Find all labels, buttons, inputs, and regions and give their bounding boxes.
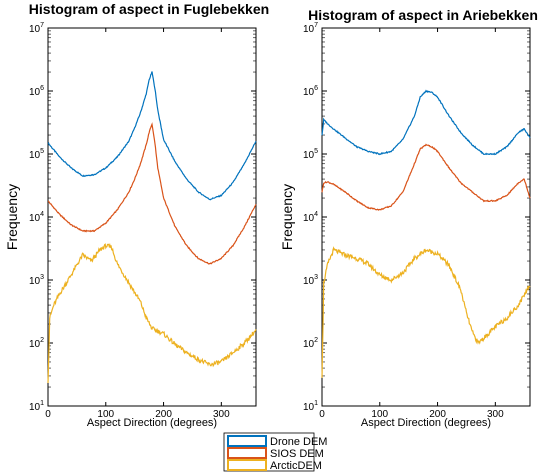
series-lines — [47, 71, 257, 384]
y-tick-label: 103 — [303, 274, 318, 287]
legend: Drone DEM SIOS DEM ArcticDEM — [223, 432, 327, 472]
legend-box — [223, 432, 315, 472]
legend-item-drone: Drone DEM — [227, 435, 327, 448]
series-line-sios-dem — [48, 122, 257, 265]
legend-item-sios: SIOS DEM — [227, 447, 324, 460]
chart-title: Histogram of aspect in Fuglebekken — [29, 1, 269, 17]
legend-label: SIOS DEM — [270, 448, 324, 460]
x-tick-label: 100 — [97, 409, 114, 420]
panel-ariebekken: Histogram of aspect in Ariebekken 0 100 20… — [279, 7, 538, 429]
axis-ticks: 0 100 200 300 101 102 103 104 105 106 107 — [303, 22, 530, 420]
series-line-arcticdem — [47, 242, 257, 384]
y-axis-label: Frequency — [279, 184, 295, 250]
plot-area — [47, 27, 257, 407]
x-tick-label: 0 — [319, 409, 325, 420]
x-axis-label: Aspect Direction (degrees) — [87, 417, 217, 429]
axis-ticks: 0 100 200 300 101 102 103 104 105 106 107 — [29, 22, 256, 420]
x-tick-label: 100 — [371, 409, 388, 420]
y-tick-label: 101 — [29, 400, 44, 413]
series-line-drone-dem — [321, 89, 531, 156]
x-tick-label: 200 — [429, 409, 446, 420]
legend-item-arcticdem: ArcticDEM — [227, 459, 322, 472]
x-tick-label: 300 — [487, 409, 504, 420]
y-tick-label: 105 — [303, 148, 318, 161]
panel-fuglebekken: Histogram of aspect in Fuglebekken 0 100 2… — [4, 1, 269, 429]
y-tick-label: 102 — [303, 337, 318, 350]
y-tick-label: 105 — [29, 148, 44, 161]
legend-swatch — [227, 447, 267, 459]
x-tick-label: 300 — [213, 409, 230, 420]
legend-label: ArcticDEM — [270, 460, 322, 472]
plot-area — [321, 27, 531, 407]
y-tick-label: 104 — [29, 211, 44, 224]
y-tick-label: 107 — [303, 22, 318, 35]
y-tick-label: 101 — [303, 400, 318, 413]
y-axis-label: Frequency — [4, 184, 20, 250]
y-tick-label: 107 — [29, 22, 44, 35]
series-line-sios-dem — [321, 143, 531, 211]
x-tick-label: 0 — [45, 409, 51, 420]
legend-swatch — [227, 459, 267, 471]
series-lines — [321, 89, 531, 378]
legend-label: Drone DEM — [270, 436, 327, 448]
y-tick-label: 106 — [29, 85, 44, 98]
y-tick-label: 103 — [29, 274, 44, 287]
series-line-drone-dem — [47, 71, 257, 201]
x-axis-label: Aspect Direction (degrees) — [361, 417, 491, 429]
y-tick-label: 104 — [303, 211, 318, 224]
series-line-arcticdem — [321, 246, 531, 378]
chart-title: Histogram of aspect in Ariebekken — [308, 7, 538, 23]
x-tick-label: 200 — [155, 409, 172, 420]
legend-swatch — [227, 435, 267, 447]
y-tick-label: 106 — [303, 85, 318, 98]
y-tick-label: 102 — [29, 337, 44, 350]
